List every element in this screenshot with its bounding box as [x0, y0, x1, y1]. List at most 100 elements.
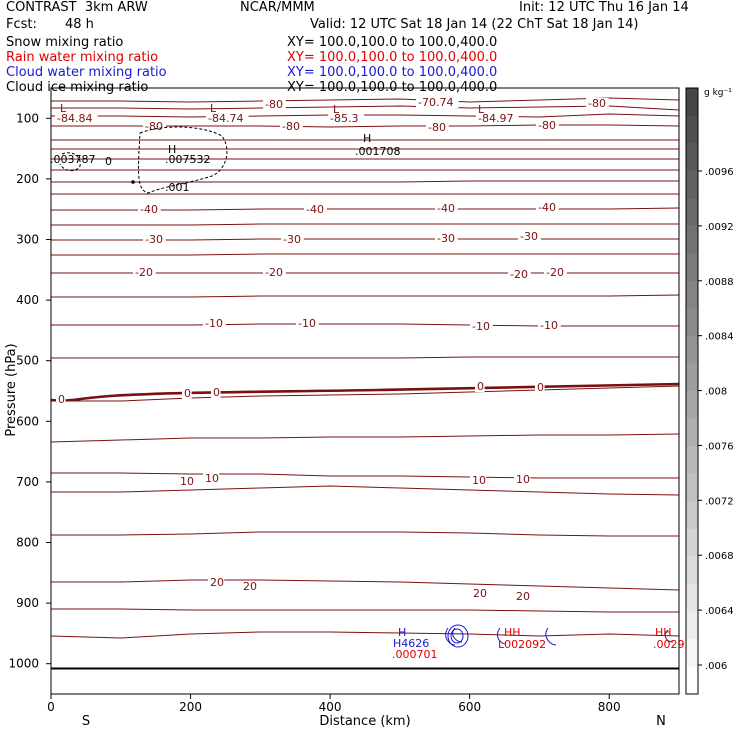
plot-border: [50, 87, 680, 695]
colorbar-bin: [686, 583, 698, 612]
temperature-contour-line: [51, 579, 680, 591]
temperature-label: -20: [135, 266, 153, 279]
field-cloud-ice-name: Cloud ice mixing ratio: [6, 80, 149, 95]
contour-label-bg: [518, 231, 541, 242]
temperature-label: 20: [516, 590, 530, 603]
temperature-label: 0: [477, 380, 484, 393]
x-tick-label: 400: [319, 700, 342, 714]
colorbar-tick-label: .0084: [705, 332, 734, 343]
temperature-contour-line: [51, 323, 679, 327]
y-tick-label: 500: [16, 354, 39, 368]
temperature-contour-line: [51, 531, 679, 537]
contour-label-bg: [280, 121, 303, 132]
contour-label-bg: [211, 387, 221, 398]
contour-label-bg: [143, 121, 166, 132]
temperature-contour-line: [51, 294, 680, 298]
contour-label-bg: [304, 204, 327, 215]
temperature-label: -80: [282, 120, 300, 133]
temperature-label: 0: [58, 393, 65, 406]
temperature-contour-line: [51, 97, 680, 103]
y-tick-label: 700: [16, 475, 39, 489]
temperature-label: -80: [538, 119, 556, 132]
x-tick-label: 0: [47, 700, 55, 714]
rain-label: .000701: [392, 648, 438, 661]
contour-label-bg: [426, 122, 449, 133]
temperature-label: -10: [298, 317, 316, 330]
high-marker: H: [363, 132, 371, 145]
contour-label-bg: [536, 120, 559, 131]
cloud-water-contour: [450, 628, 464, 644]
colorbar-tick-label: .008: [705, 387, 727, 398]
colorbar-bin: [686, 335, 698, 364]
colorbar-bin: [686, 666, 698, 695]
temperature-label: 20: [243, 580, 257, 593]
field-snow-name: Snow mixing ratio: [6, 35, 124, 50]
temperature-label: 10: [472, 474, 486, 487]
contour-label-bg: [514, 591, 531, 602]
plot-frame: [50, 87, 680, 695]
colorbar-tick-label: .0072: [705, 496, 734, 507]
field-snow-xy: XY= 100.0,100.0 to 100.0,400.0: [287, 35, 498, 50]
contour-label-bg: [544, 267, 567, 278]
colorbar-tick-label: .0088: [705, 277, 734, 288]
contour-label-bg: [296, 318, 319, 329]
temperature-label: -80: [145, 120, 163, 133]
colorbar-bin: [686, 253, 698, 282]
low-marker: L: [210, 102, 217, 115]
snow-label: .001708: [355, 145, 401, 158]
temperature-label: 0: [213, 386, 220, 399]
colorbar-bin: [686, 556, 698, 585]
south-label: S: [82, 714, 90, 729]
init-time: Init: 12 UTC Thu 16 Jan 14: [519, 0, 689, 15]
field-cloud-ice-xy: XY= 100.0,100.0 to 100.0,400.0: [287, 80, 498, 95]
temperature-contour-line: [51, 105, 680, 111]
low-marker: L: [478, 103, 485, 116]
cloud-water-contour: [664, 629, 674, 643]
temperature-contour-line: [51, 385, 680, 402]
colorbar-tick-label: .0076: [705, 441, 734, 452]
cloud-high-marker: H: [398, 626, 406, 639]
temperature-contour-line: [51, 472, 679, 479]
contour-label-bg: [470, 321, 493, 332]
field-cloud-water-xy: XY= 100.0,100.0 to 100.0,400.0: [287, 65, 498, 80]
colorbar-bin: [686, 88, 698, 117]
temperature-label: -85.3: [330, 112, 358, 125]
contour-label-bg: [263, 267, 286, 278]
contour-label-bg: [143, 234, 166, 245]
colorbar-tick-label: .0096: [705, 167, 734, 178]
x-tick-label: 600: [458, 700, 481, 714]
cloud-label: .0029: [653, 638, 685, 651]
y-tick-label: 900: [16, 596, 39, 610]
colorbar-bin: [686, 446, 698, 475]
temperature-label: 0: [184, 387, 191, 400]
contour-label-bg: [203, 473, 220, 484]
temperature-label: -20: [265, 266, 283, 279]
contour-label-bg: [508, 269, 531, 280]
forecast-hour: 48 h: [65, 17, 94, 32]
contour-label-bg: [178, 476, 195, 487]
snow-contour: [59, 152, 81, 172]
colorbar-bin: [686, 170, 698, 199]
temperature-label: -40: [437, 202, 455, 215]
contour-label-bg: [138, 204, 161, 215]
north-label: N: [656, 714, 666, 729]
snow-contour: [138, 126, 228, 194]
temperature-label: -84.74: [208, 112, 243, 125]
temperature-contour-line: [51, 253, 679, 256]
valid-time: Valid: 12 UTC Sat 18 Jan 14 (22 ChT Sat …: [310, 17, 639, 32]
cloud-water-contour: [545, 627, 557, 646]
snow-label: .003787: [50, 153, 96, 166]
y-axis-label: Pressure (hPa): [4, 343, 19, 436]
cloud-water-contour: [447, 624, 469, 648]
colorbar-bin: [686, 501, 698, 530]
temperature-label: -80: [428, 121, 446, 134]
contour-label-bg: [263, 99, 286, 110]
x-axis-label: Distance (km): [319, 714, 410, 729]
temperature-contours: -84.84 -84.74 -85.3 -70.74 -84.97 -80 -80 -80 -8…: [50, 96, 680, 639]
contour-label-bg: [206, 113, 249, 124]
temperature-label: -84.97: [478, 112, 513, 125]
snow-max-dot: [131, 180, 135, 184]
contour-label-bg: [435, 203, 458, 214]
temperature-label: -80: [588, 97, 606, 110]
